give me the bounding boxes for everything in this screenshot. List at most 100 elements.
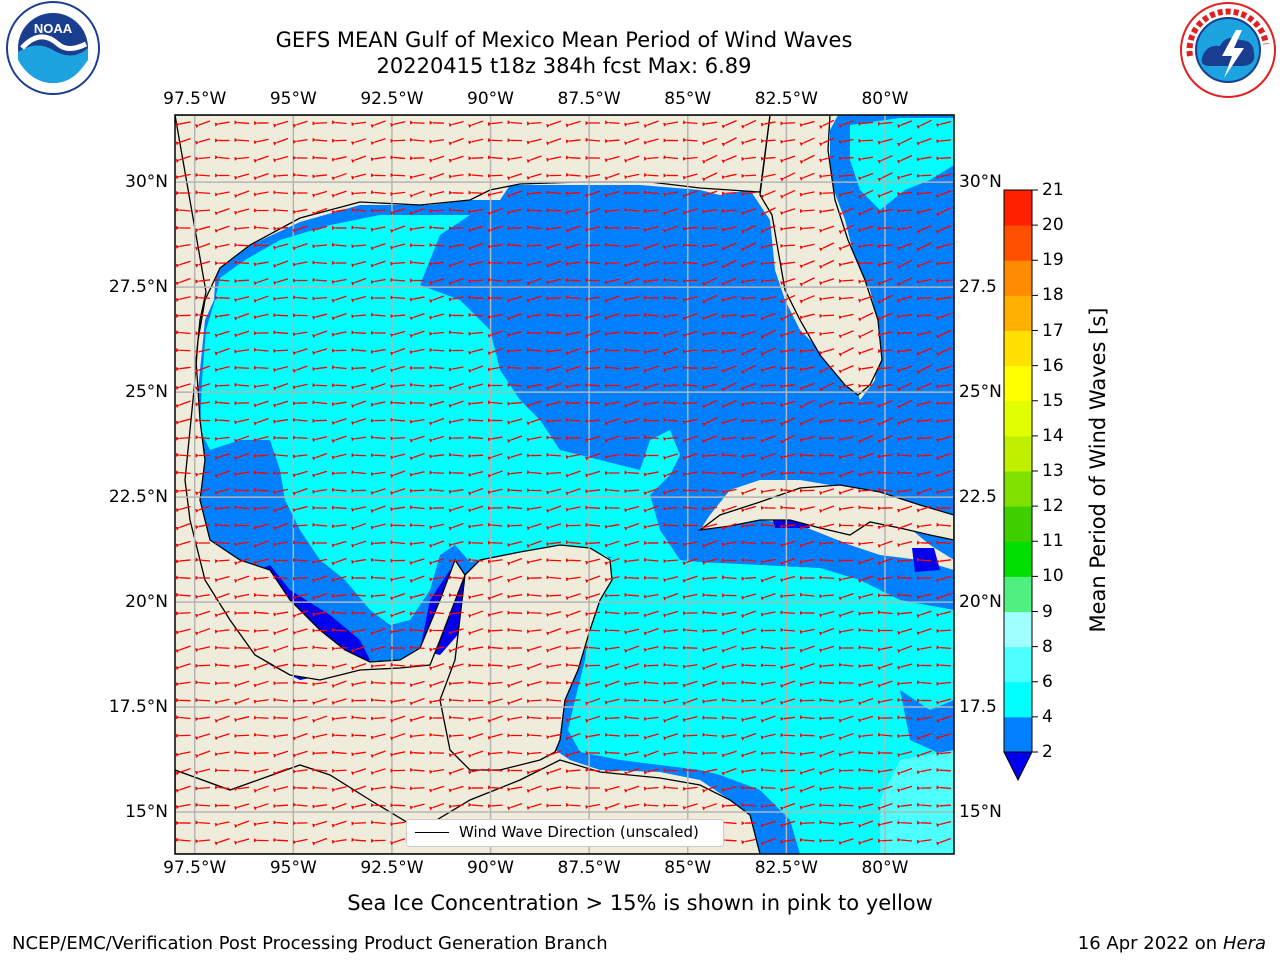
vector-arrow [351,821,367,826]
vector-arrow [292,261,308,267]
vector-arrow [176,225,191,230]
vector-legend: Wind Wave Direction (unscaled) [406,819,724,847]
vector-arrow [429,750,445,755]
vector-arrow [585,593,601,601]
vector-arrow [526,261,542,268]
vector-arrow [565,662,581,667]
vector-arrow [760,751,776,756]
vector-arrow [487,191,503,198]
vector-arrow [546,697,562,702]
vector-arrow [332,260,347,266]
vector-arrow [819,594,835,599]
vector-arrow [721,242,737,251]
vector-arrow [780,312,796,322]
vector-arrow [721,399,737,409]
colorbar-tick-label: 4 [1042,706,1053,727]
vector-arrow [253,261,269,267]
vector-arrow [838,365,854,374]
vector-arrow [936,767,952,773]
vector-arrow [741,314,757,319]
vector-arrow [292,628,308,636]
vector-arrow [487,681,503,686]
vector-arrow [448,804,464,809]
vector-arrow [468,524,484,529]
vector-arrow [273,488,289,495]
vector-arrow [546,803,562,808]
vector-arrow [429,506,445,511]
vector-arrow [487,592,503,601]
vector-arrow [214,751,230,757]
vector-arrow [780,226,796,232]
vector-arrow [682,664,698,669]
vector-arrow [624,418,640,425]
vector-arrow [643,557,659,562]
vector-arrow [292,138,308,144]
vector-arrow [760,592,776,601]
vector-arrow [507,594,523,599]
vector-arrow [234,593,250,600]
colorbar-tick-label: 14 [1042,425,1064,446]
vector-arrow [234,488,250,493]
host-name: Hera [1222,933,1266,954]
vector-arrow [877,190,893,199]
vector-arrow [760,733,776,740]
vector-arrow [507,471,523,477]
vector-arrow [292,172,308,177]
vector-arrow [409,296,425,302]
vector-arrow [390,470,406,479]
vector-arrow [838,662,854,667]
vector-arrow [877,331,893,338]
vector-arrow [760,121,776,127]
vector-arrow [585,628,601,633]
nws-logo-icon [1180,2,1276,98]
vector-arrow [936,329,952,339]
vector-arrow [253,313,269,320]
vector-arrow [702,138,718,146]
vector-arrow [585,645,601,650]
vector-arrow [390,715,406,723]
vector-arrow [936,645,952,650]
vector-arrow [838,453,854,460]
vector-arrow [214,540,230,545]
vector-arrow [780,172,796,182]
tick-label: 30°N [125,172,168,193]
vector-arrow [917,786,932,791]
vector-arrow [663,191,679,197]
vector-arrow [429,313,445,320]
vector-arrow [741,716,757,723]
vector-arrow [663,733,679,741]
vector-arrow [312,277,328,282]
vector-arrow [644,575,659,580]
vector-arrow [507,365,523,370]
vector-arrow [780,820,796,828]
vector-arrow [897,191,913,196]
vector-arrow [916,401,932,408]
vector-arrow [682,190,698,199]
vector-arrow [858,401,874,407]
vector-arrow [371,838,386,843]
vector-arrow [292,680,308,685]
vector-arrow [293,313,308,318]
vector-arrow [175,575,191,580]
vector-arrow [448,697,464,702]
vector-arrow [858,697,874,706]
vector-arrow [799,243,815,250]
colorbar-swatch [1004,681,1032,718]
vector-arrow [448,400,464,408]
vector-arrow [371,295,386,301]
colorbar-swatch [1004,576,1032,612]
vector-arrow [604,313,620,321]
vector-arrow [468,802,484,807]
vector-arrow [214,785,230,790]
vector-arrow [448,383,464,391]
vector-arrow [195,768,211,775]
vector-arrow [838,610,854,618]
vector-arrow [702,558,718,565]
vector-arrow [312,174,328,179]
vector-arrow [273,505,289,513]
vector-arrow [507,401,523,406]
vector-arrow [721,803,737,809]
colorbar-tick-label: 17 [1042,320,1064,341]
vector-arrow [468,646,484,652]
vector-arrow [604,487,620,492]
